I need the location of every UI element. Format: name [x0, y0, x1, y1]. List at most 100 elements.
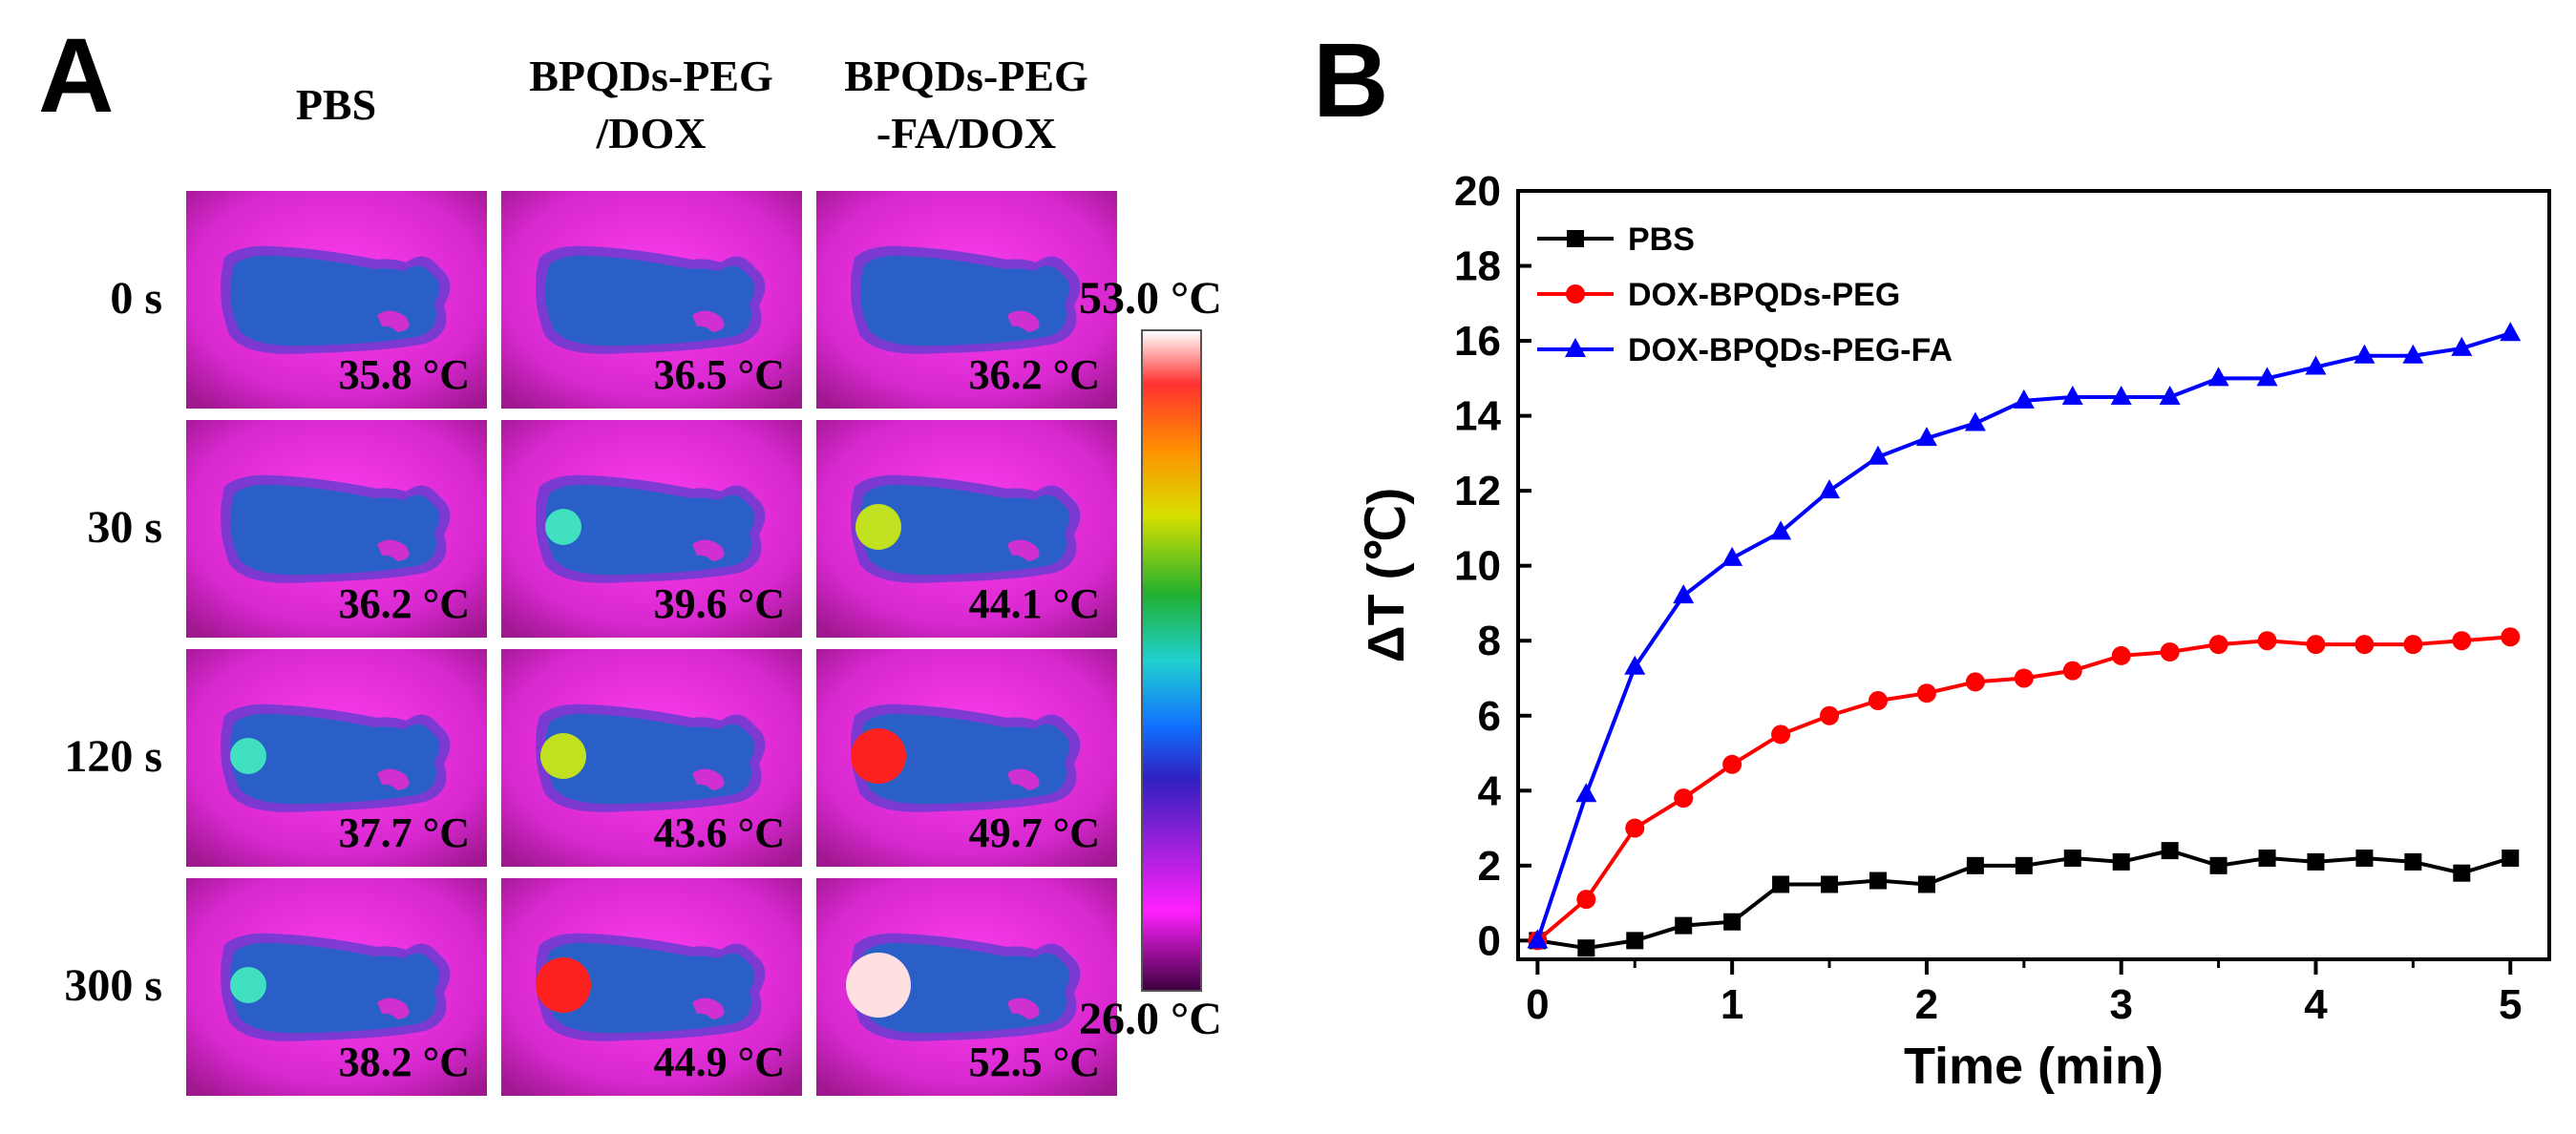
data-point: [1771, 724, 1791, 745]
data-point: [2014, 668, 2034, 688]
thermal-image: 43.6 °C: [501, 649, 802, 867]
temperature-readout: 35.8 °C: [338, 351, 470, 398]
plot-frame: [1516, 189, 2551, 961]
thermal-image-graphic: [501, 191, 802, 409]
data-point: [2500, 322, 2522, 342]
y-axis-title: ΔT (℃): [1358, 488, 1415, 662]
thermal-image-graphic: [816, 191, 1117, 409]
y-tick-label: 12: [1454, 468, 1501, 514]
data-point: [2354, 344, 2375, 364]
panel-a-letter: A: [38, 17, 115, 135]
x-axis-title: Time (min): [1904, 1038, 2164, 1095]
data-point: [1575, 783, 1597, 803]
data-point: [1722, 754, 1742, 774]
data-point: [2404, 852, 2422, 871]
row-header: 30 s: [87, 502, 162, 553]
thermal-image-graphic: [501, 649, 802, 867]
temperature-readout: 38.2 °C: [338, 1039, 470, 1085]
y-tick-label: 16: [1454, 318, 1501, 365]
data-point: [2452, 631, 2472, 651]
data-point: [1675, 916, 1693, 934]
y-tick-label: 2: [1478, 843, 1501, 890]
column-header-line: BPQDs-PEG: [844, 52, 1088, 100]
data-point: [1917, 875, 1935, 893]
data-point: [1625, 818, 1645, 838]
thermal-image-graphic: [186, 649, 487, 867]
temperature-readout: 44.1 °C: [968, 580, 1100, 627]
thermal-image-graphic: [186, 878, 487, 1096]
data-point: [1821, 875, 1839, 893]
data-point: [1916, 683, 1936, 704]
data-point: [1626, 932, 1644, 950]
data-point: [1567, 230, 1584, 247]
data-point: [2160, 642, 2180, 662]
data-point: [2062, 661, 2082, 681]
data-point: [2355, 849, 2374, 867]
thermal-image: 38.2 °C: [186, 878, 487, 1096]
data-point: [2063, 849, 2081, 867]
temperature-readout: 36.2 °C: [338, 580, 470, 627]
data-point: [1565, 338, 1586, 357]
column-header: PBS: [179, 76, 494, 134]
data-point: [2159, 385, 2181, 405]
data-point: [2501, 627, 2521, 647]
thermal-image: 52.5 °C: [816, 878, 1117, 1096]
y-tick-label: 20: [1454, 168, 1501, 215]
data-point: [1576, 890, 1596, 910]
data-point: [1566, 284, 1585, 304]
thermal-image-graphic: [816, 420, 1117, 638]
thermal-image-graphic: [816, 649, 1117, 867]
data-point: [2112, 852, 2130, 871]
thermal-image: 44.1 °C: [816, 420, 1117, 638]
column-header-line: PBS: [295, 80, 377, 129]
data-point: [1915, 427, 1937, 447]
data-point: [1674, 788, 1694, 808]
temperature-readout: 44.9 °C: [653, 1039, 785, 1085]
data-point: [2307, 852, 2325, 871]
thermal-image-graphic: [816, 878, 1117, 1096]
thermal-image: 44.9 °C: [501, 878, 802, 1096]
thermal-image: 39.6 °C: [501, 420, 802, 638]
data-point: [1772, 875, 1790, 893]
y-tick-label: 6: [1478, 693, 1501, 740]
x-tick-label: 3: [2109, 981, 2132, 1028]
thermal-image: 49.7 °C: [816, 649, 1117, 867]
thermal-image-graphic: [186, 191, 487, 409]
y-tick-label: 8: [1478, 618, 1501, 664]
temperature-readout: 36.5 °C: [653, 351, 785, 398]
data-point: [1721, 546, 1743, 566]
row-header: 300 s: [64, 960, 162, 1011]
legend-label: DOX-BPQDs-PEG: [1628, 277, 1900, 313]
y-tick-label: 18: [1454, 243, 1501, 290]
column-header-line: /DOX: [596, 109, 707, 158]
data-point: [2354, 635, 2375, 655]
panel-b-letter: B: [1313, 22, 1389, 139]
data-point: [1624, 655, 1646, 675]
thermal-image: 36.2 °C: [186, 420, 487, 638]
data-point: [1966, 856, 1984, 874]
data-point: [2256, 367, 2278, 387]
y-tick-label: 14: [1454, 393, 1501, 440]
x-tick-label: 0: [1526, 981, 1549, 1028]
thermal-image-graphic: [501, 878, 802, 1096]
temperature-readout: 43.6 °C: [653, 809, 785, 856]
x-tick-label: 5: [2499, 981, 2522, 1028]
data-point: [2208, 635, 2228, 655]
data-point: [1964, 411, 1986, 431]
data-point: [2111, 645, 2131, 665]
data-point: [1770, 520, 1792, 540]
temperature-readout: 37.7 °C: [338, 809, 470, 856]
data-point: [2306, 635, 2326, 655]
thermal-image-graphic: [186, 420, 487, 638]
data-point: [1577, 939, 1595, 957]
data-point: [2305, 355, 2327, 375]
data-point: [2207, 367, 2229, 387]
data-point: [2013, 388, 2035, 409]
y-tick-label: 0: [1478, 917, 1501, 964]
data-point: [2015, 856, 2033, 874]
temperature-scale-bar: [1141, 329, 1202, 992]
data-point: [1867, 445, 1889, 465]
x-tick-label: 2: [1915, 981, 1938, 1028]
data-point: [2453, 864, 2471, 882]
